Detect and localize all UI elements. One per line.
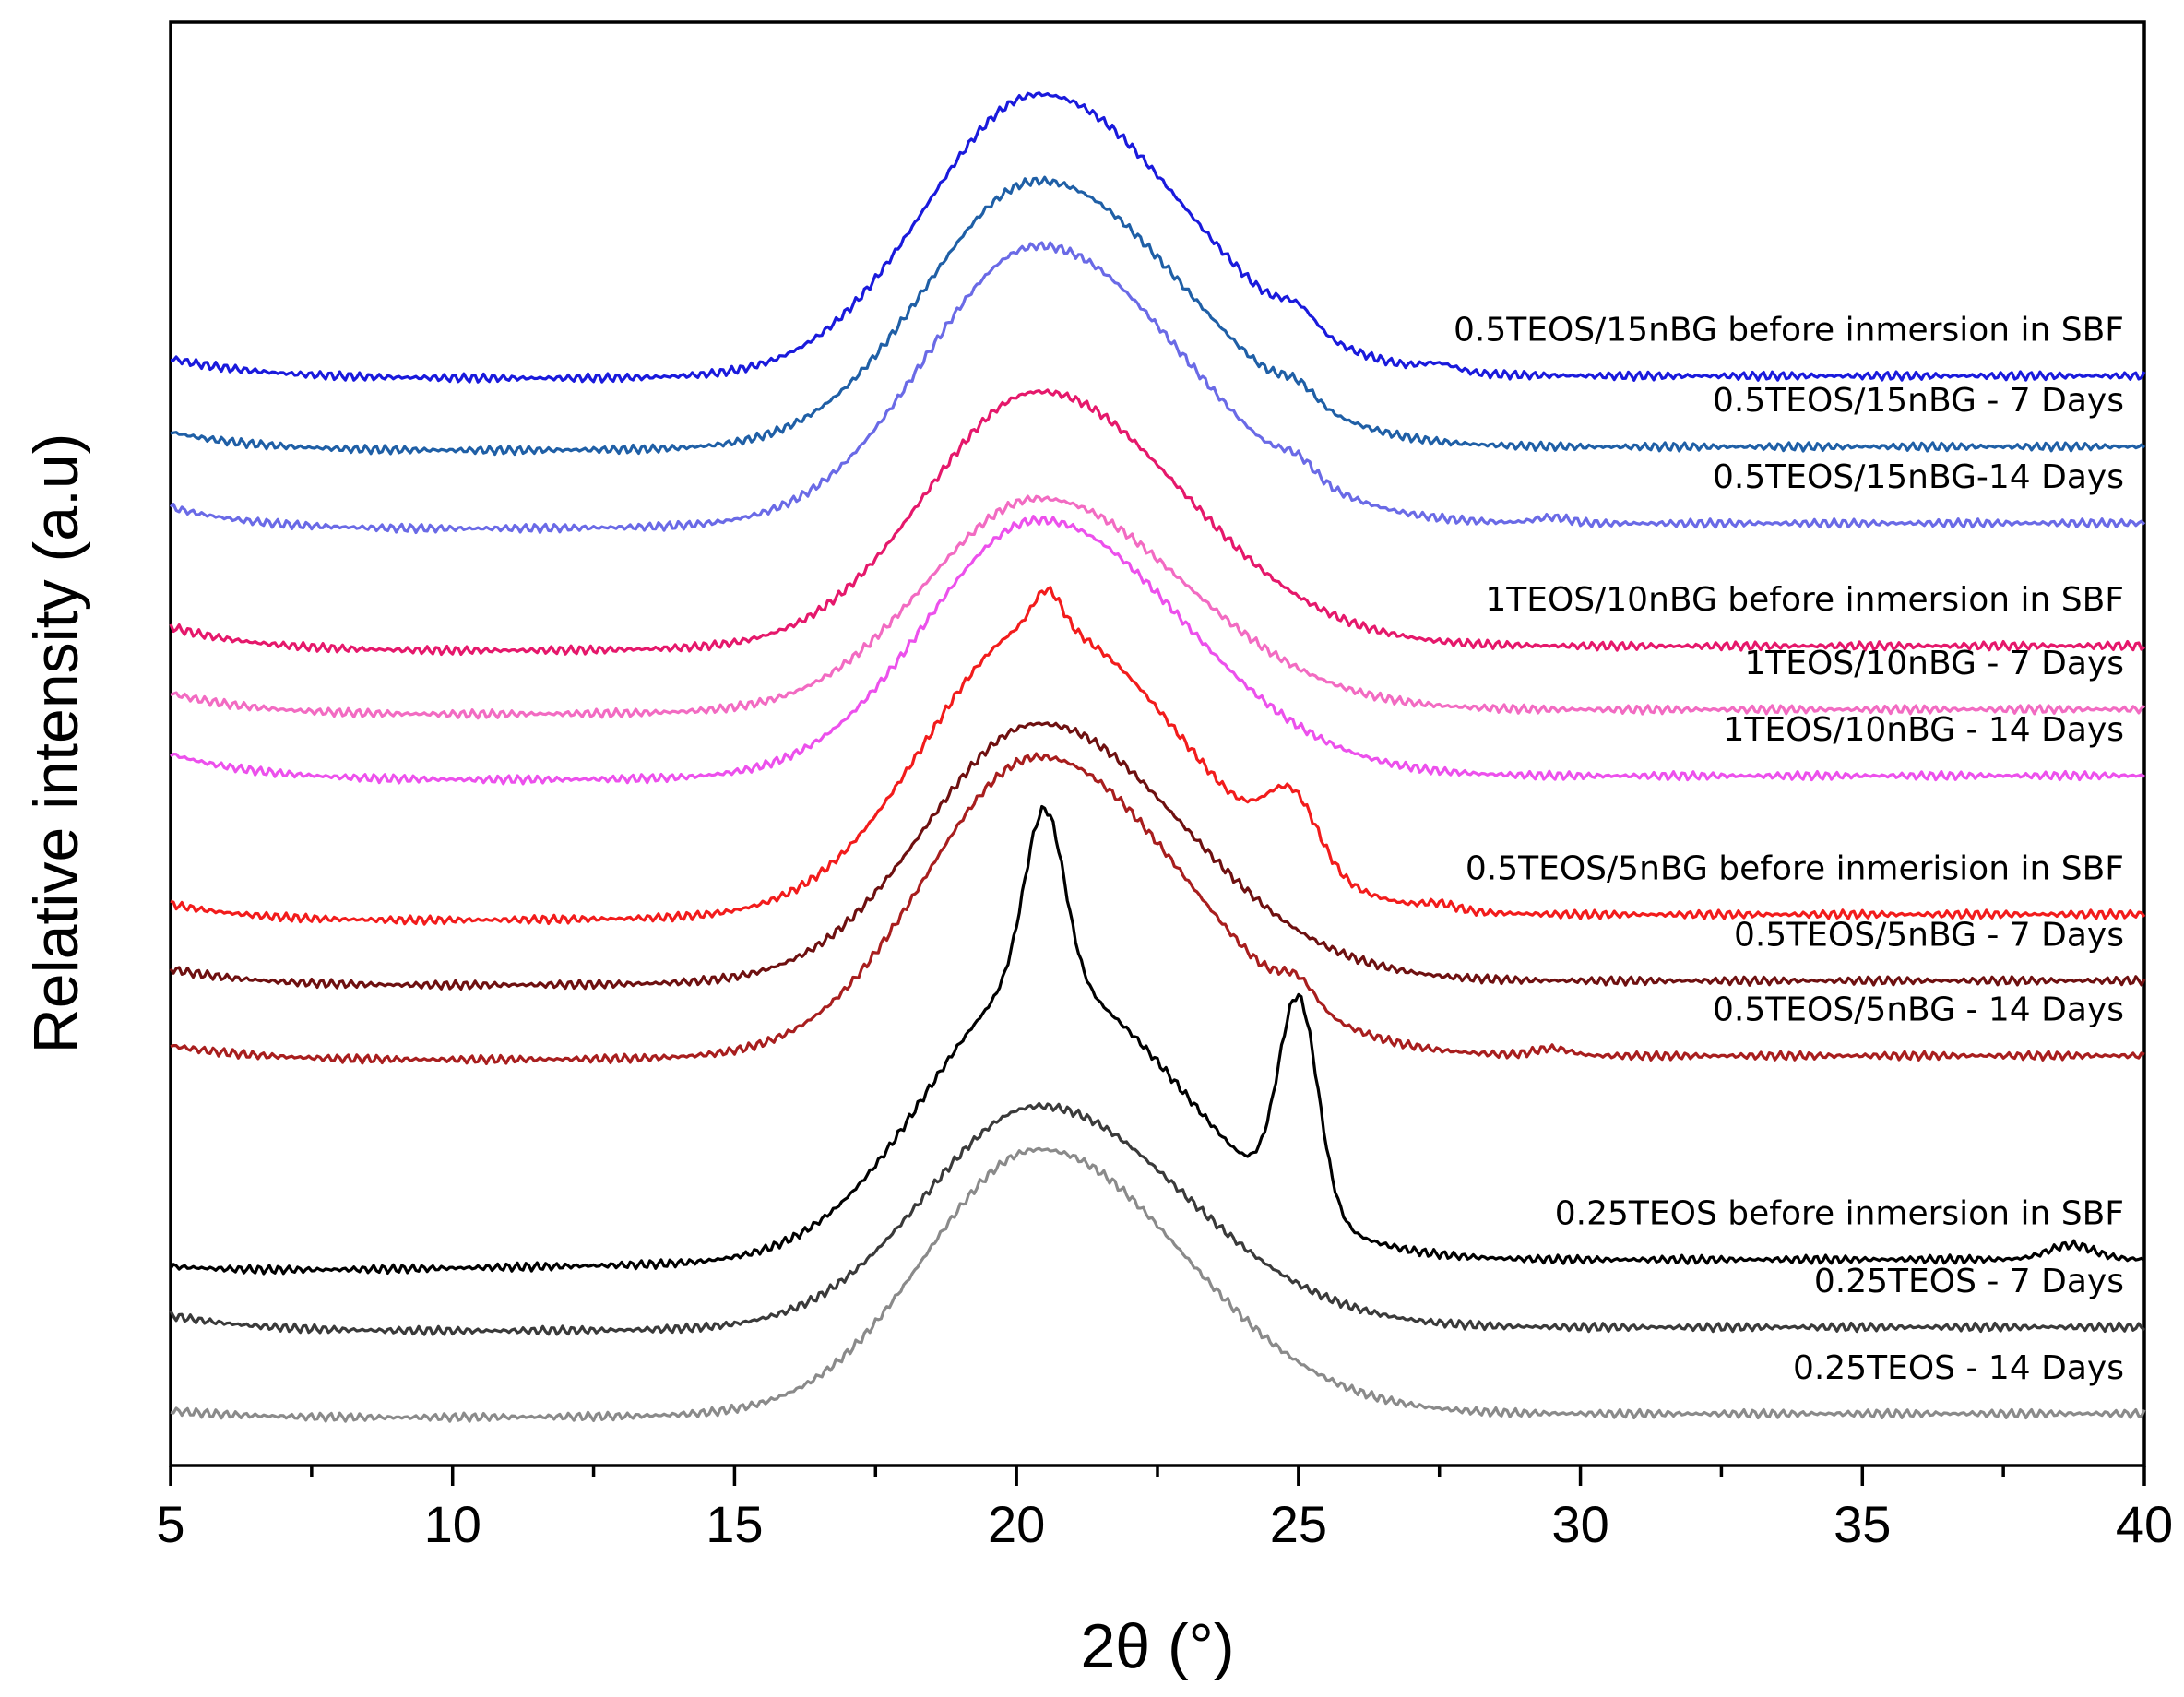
x-tick-label-5: 5 [156, 1495, 184, 1553]
x-axis-title: 2θ (°) [1080, 1611, 1234, 1681]
series-label-2: 0.5TEOS/15nBG - 7 Days [1713, 382, 2124, 420]
series-line-2 [170, 175, 2146, 457]
series-label-5: 1TEOS/10nBG - 7 Days [1744, 645, 2124, 682]
x-tick-label-15: 15 [706, 1495, 763, 1553]
series-line-6 [170, 515, 2145, 786]
series-label-10: 0.25TEOS before inmersion in SBF [1555, 1194, 2124, 1232]
x-tick-label-35: 35 [1834, 1495, 1891, 1553]
series-line-7 [170, 586, 2146, 926]
x-tick-label-40: 40 [2116, 1495, 2173, 1553]
series-line-5 [170, 494, 2146, 720]
series-line-10 [169, 804, 2145, 1276]
series-line-9 [170, 752, 2145, 1065]
series-line-1 [171, 91, 2146, 384]
series-label-6: 1TEOS/10nBG - 14 Days [1723, 711, 2124, 749]
series-label-11: 0.25TEOS - 7 Days [1814, 1263, 2124, 1300]
x-tick-label-20: 20 [988, 1495, 1045, 1553]
series-label-1: 0.5TEOS/15nBG before inmersion in SBF [1454, 312, 2124, 350]
x-tick-label-30: 30 [1551, 1495, 1608, 1553]
series-label-9: 0.5TEOS/5nBG - 14 Days [1713, 991, 2124, 1029]
series-group [169, 91, 2146, 1423]
x-tick-label-10: 10 [424, 1495, 481, 1553]
series-label-12: 0.25TEOS - 14 Days [1793, 1349, 2124, 1387]
series-label-4: 1TEOS/10nBG before inmersion in SBF [1485, 581, 2124, 619]
series-label-8: 0.5TEOS/5nBG - 7 Days [1734, 916, 2124, 954]
series-line-8 [169, 721, 2146, 991]
series-line-12 [170, 1146, 2146, 1423]
x-tick-label-25: 25 [1270, 1495, 1327, 1553]
series-label-3: 0.5TEOS/15nBG-14 Days [1713, 458, 2124, 496]
series-line-4 [169, 388, 2146, 657]
series-label-7: 0.5TEOS/5nBG before inmerision in SBF [1466, 849, 2124, 887]
series-line-11 [169, 1101, 2146, 1336]
x-axis-ticks: 5 10 15 20 25 30 35 40 [156, 1466, 2173, 1553]
series-line-3 [169, 241, 2146, 535]
y-axis-title: Relative intensity (a.u) [21, 433, 91, 1054]
series-label-group: 0.5TEOS/15nBG before inmersion in SBF 0.5… [1454, 312, 2124, 1387]
